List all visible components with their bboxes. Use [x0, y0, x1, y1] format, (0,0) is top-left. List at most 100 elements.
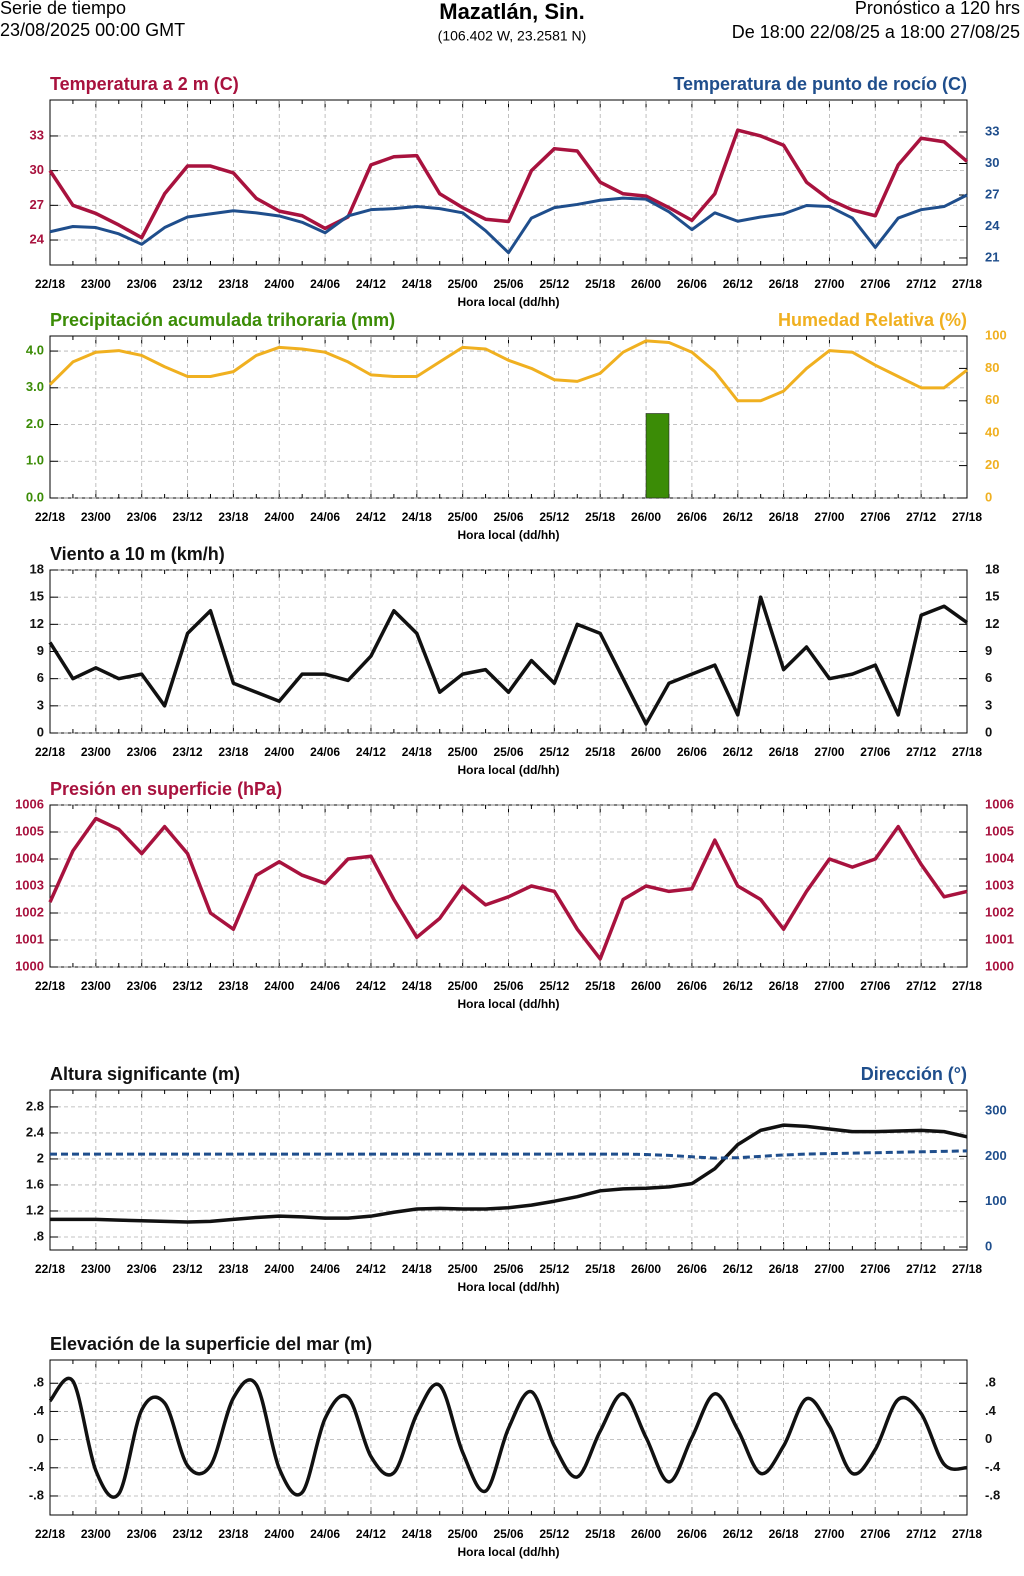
x-tick-label: 25/00 — [448, 510, 478, 524]
y-tick-label: 24 — [30, 231, 45, 246]
x-tick-label: 26/00 — [631, 510, 661, 524]
y-tick-label-right: .8 — [985, 1375, 996, 1390]
x-tick-label: 22/18 — [35, 979, 65, 993]
y-tick-label: 2.8 — [26, 1098, 44, 1113]
x-tick-label: 25/06 — [493, 510, 523, 524]
x-axis-label: Hora local (dd/hh) — [458, 1280, 560, 1294]
x-tick-label: 27/06 — [860, 1527, 890, 1541]
x-axis-label: Hora local (dd/hh) — [458, 1545, 560, 1559]
x-tick-label: 23/00 — [81, 1262, 111, 1276]
y-tick-label-right: 12 — [985, 616, 999, 631]
y-tick-label: 1000 — [15, 958, 44, 973]
x-tick-label: 23/12 — [173, 277, 203, 291]
y-tick-label: 1003 — [15, 877, 44, 892]
x-tick-label: 27/06 — [860, 1262, 890, 1276]
x-tick-label: 22/18 — [35, 1262, 65, 1276]
y2-tick-label: 21 — [985, 249, 999, 264]
x-tick-label: 25/12 — [539, 277, 569, 291]
series-line — [50, 1149, 968, 1160]
x-tick-label: 24/00 — [264, 745, 294, 759]
y-tick-label: 2 — [37, 1150, 44, 1165]
x-tick-label: 26/06 — [677, 1262, 707, 1276]
y-tick-label-right: 1000 — [985, 958, 1014, 973]
series-line — [50, 1123, 968, 1224]
y-tick-label: -.4 — [29, 1459, 45, 1474]
x-tick-label: 25/00 — [448, 277, 478, 291]
y-tick-label: 0 — [37, 724, 44, 739]
y-tick-label: .8 — [33, 1375, 44, 1390]
x-tick-label: 26/00 — [631, 745, 661, 759]
x-tick-label: 26/00 — [631, 1527, 661, 1541]
y-tick-label: 1002 — [15, 904, 44, 919]
y2-tick-label: 33 — [985, 123, 999, 138]
x-axis-label: Hora local (dd/hh) — [458, 295, 560, 309]
x-tick-label: 25/06 — [493, 1527, 523, 1541]
header-text: Pronóstico a 120 hrs — [855, 0, 1020, 18]
bar — [645, 413, 670, 499]
x-tick-label: 26/12 — [723, 1262, 753, 1276]
x-tick-label: 27/18 — [952, 1527, 982, 1541]
x-tick-label: 23/12 — [173, 979, 203, 993]
x-tick-label: 26/18 — [769, 510, 799, 524]
y-tick-label-right: 1002 — [985, 904, 1014, 919]
x-tick-label: 25/12 — [539, 1262, 569, 1276]
x-tick-label: 26/06 — [677, 510, 707, 524]
x-tick-label: 26/18 — [769, 979, 799, 993]
x-tick-label: 27/12 — [906, 979, 936, 993]
x-tick-label: 27/06 — [860, 510, 890, 524]
y2-tick-label: 60 — [985, 392, 999, 407]
x-tick-label: 24/12 — [356, 979, 386, 993]
x-tick-label: 24/12 — [356, 745, 386, 759]
series-title: Viento a 10 m (km/h) — [50, 544, 225, 564]
x-tick-label: 22/18 — [35, 745, 65, 759]
series-title: Humedad Relativa (%) — [778, 310, 967, 330]
series-title: Temperatura a 2 m (C) — [50, 74, 239, 94]
x-tick-label: 25/18 — [585, 745, 615, 759]
y2-tick-label: 80 — [985, 360, 999, 375]
x-tick-label: 22/18 — [35, 277, 65, 291]
x-tick-label: 23/12 — [173, 1262, 203, 1276]
x-tick-label: 23/00 — [81, 745, 111, 759]
x-tick-label: 25/12 — [539, 979, 569, 993]
x-tick-label: 27/00 — [814, 745, 844, 759]
x-tick-label: 23/18 — [218, 745, 248, 759]
y-tick-label-right: 0 — [985, 1431, 992, 1446]
x-tick-label: 27/00 — [814, 277, 844, 291]
x-tick-label: 24/06 — [310, 745, 340, 759]
x-tick-label: 26/18 — [769, 745, 799, 759]
x-tick-label: 23/00 — [81, 277, 111, 291]
x-tick-label: 26/12 — [723, 979, 753, 993]
x-tick-label: 23/06 — [127, 979, 157, 993]
x-tick-label: 24/00 — [264, 277, 294, 291]
y2-tick-label: 40 — [985, 425, 999, 440]
x-tick-label: 25/00 — [448, 1262, 478, 1276]
x-tick-label: 24/00 — [264, 510, 294, 524]
series-line — [48, 128, 969, 240]
x-tick-label: 25/18 — [585, 979, 615, 993]
x-tick-label: 26/00 — [631, 277, 661, 291]
y-tick-label: 27 — [30, 197, 44, 212]
x-tick-label: 24/18 — [402, 979, 432, 993]
x-tick-label: 26/12 — [723, 745, 753, 759]
x-tick-label: 24/00 — [264, 1262, 294, 1276]
y-tick-label-right: 18 — [985, 561, 999, 576]
x-tick-label: 27/12 — [906, 510, 936, 524]
x-tick-label: 24/06 — [310, 979, 340, 993]
x-tick-label: 24/00 — [264, 1527, 294, 1541]
y-tick-label-right: 3 — [985, 697, 992, 712]
y2-tick-label: 27 — [985, 186, 999, 201]
y2-tick-label: 0 — [985, 1238, 992, 1253]
x-tick-label: 27/00 — [814, 1262, 844, 1276]
y-tick-label-right: 1001 — [985, 931, 1014, 946]
y-tick-label: 18 — [30, 561, 44, 576]
x-tick-label: 24/12 — [356, 1527, 386, 1541]
x-tick-label: 27/18 — [952, 979, 982, 993]
x-tick-label: 24/12 — [356, 510, 386, 524]
x-tick-label: 25/00 — [448, 745, 478, 759]
x-tick-label: 23/06 — [127, 745, 157, 759]
series-line — [48, 595, 969, 726]
y-tick-label-right: 1003 — [985, 877, 1014, 892]
x-tick-label: 27/12 — [906, 1527, 936, 1541]
y2-tick-label: 24 — [985, 218, 1000, 233]
